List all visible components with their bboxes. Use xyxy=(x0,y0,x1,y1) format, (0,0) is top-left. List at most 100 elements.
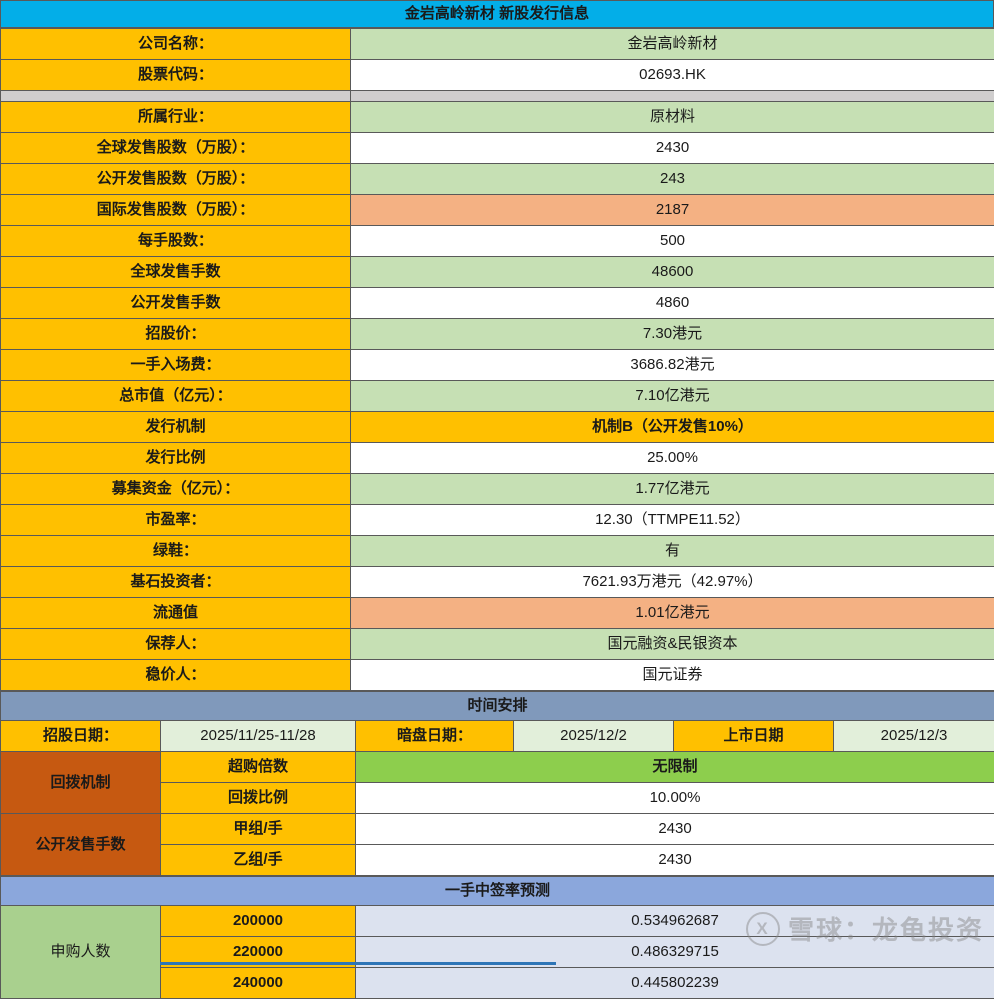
schedule-header: 时间安排 xyxy=(1,692,994,721)
info-row: 发行机制机制B（公开发售10%） xyxy=(1,412,994,443)
info-row-value: 7.10亿港元 xyxy=(351,381,994,412)
group-a-label: 甲组/手 xyxy=(161,814,356,845)
row-spacer xyxy=(1,91,994,102)
info-row-value: 500 xyxy=(351,226,994,257)
ipo-info-table: 公司名称：金岩高岭新材股票代码：02693.HK 所属行业：原材料全球发售股数（万… xyxy=(0,28,994,691)
listing-date-label: 上市日期 xyxy=(674,721,834,752)
info-row-value: 243 xyxy=(351,164,994,195)
info-row: 总市值（亿元）：7.10亿港元 xyxy=(1,381,994,412)
info-row-value: 48600 xyxy=(351,257,994,288)
applicants-count: 240000 xyxy=(161,968,356,999)
offer-period-label: 招股日期： xyxy=(1,721,161,752)
ipo-info-sheet: 金岩高岭新材 新股发行信息 公司名称：金岩高岭新材股票代码：02693.HK 所属… xyxy=(0,0,994,965)
info-row-value: 25.00% xyxy=(351,443,994,474)
info-row-value: 12.30（TTMPE11.52） xyxy=(351,505,994,536)
info-row-label: 一手入场费： xyxy=(1,350,351,381)
schedule-dates-row: 招股日期： 2025/11/25-11/28 暗盘日期： 2025/12/2 上… xyxy=(1,721,994,752)
info-row-value: 2430 xyxy=(351,133,994,164)
info-row-label: 公开发售股数（万股）： xyxy=(1,164,351,195)
clawback-row-1: 回拨机制 超购倍数 无限制 xyxy=(1,752,994,783)
group-b-label: 乙组/手 xyxy=(161,845,356,876)
info-row-label: 稳价人： xyxy=(1,660,351,691)
info-row-label: 公司名称： xyxy=(1,29,351,60)
info-row-label: 市盈率： xyxy=(1,505,351,536)
info-row-label: 发行机制 xyxy=(1,412,351,443)
info-row: 一手入场费：3686.82港元 xyxy=(1,350,994,381)
applicants-count: 200000 xyxy=(161,906,356,937)
info-row-label: 全球发售手数 xyxy=(1,257,351,288)
oversubscription-label: 超购倍数 xyxy=(161,752,356,783)
info-row-label: 全球发售股数（万股）： xyxy=(1,133,351,164)
info-row-label: 国际发售股数（万股）： xyxy=(1,195,351,226)
info-row: 基石投资者：7621.93万港元（42.97%） xyxy=(1,567,994,598)
info-row-label: 募集资金（亿元）： xyxy=(1,474,351,505)
grey-market-date-label: 暗盘日期： xyxy=(356,721,514,752)
group-a-value: 2430 xyxy=(356,814,994,845)
info-row-label: 公开发售手数 xyxy=(1,288,351,319)
info-row: 全球发售股数（万股）：2430 xyxy=(1,133,994,164)
info-row: 所属行业：原材料 xyxy=(1,102,994,133)
info-row-value: 1.77亿港元 xyxy=(351,474,994,505)
info-row-value: 3686.82港元 xyxy=(351,350,994,381)
info-row-label: 基石投资者： xyxy=(1,567,351,598)
hit-rate-value: 0.445802239 xyxy=(356,968,994,999)
clawback-group-label: 回拨机制 xyxy=(1,752,161,814)
info-row: 招股价：7.30港元 xyxy=(1,319,994,350)
info-row: 股票代码：02693.HK xyxy=(1,60,994,91)
info-row-value: 4860 xyxy=(351,288,994,319)
public-lots-group-label: 公开发售手数 xyxy=(1,814,161,876)
offer-period-value: 2025/11/25-11/28 xyxy=(161,721,356,752)
info-row-label: 发行比例 xyxy=(1,443,351,474)
clawback-ratio-value: 10.00% xyxy=(356,783,994,814)
info-row: 公司名称：金岩高岭新材 xyxy=(1,29,994,60)
title-row: 金岩高岭新材 新股发行信息 xyxy=(1,1,994,28)
info-row-label: 股票代码： xyxy=(1,60,351,91)
hit-rate-header: 一手中签率预测 xyxy=(1,877,994,906)
info-row-value: 机制B（公开发售10%） xyxy=(351,412,994,443)
info-row: 保荐人：国元融资&民银资本 xyxy=(1,629,994,660)
info-row: 稳价人：国元证券 xyxy=(1,660,994,691)
oversubscription-value: 无限制 xyxy=(356,752,994,783)
hit-rate-value: 0.534962687 xyxy=(356,906,994,937)
info-row-label: 流通值 xyxy=(1,598,351,629)
info-row-label: 每手股数： xyxy=(1,226,351,257)
info-row: 市盈率：12.30（TTMPE11.52） xyxy=(1,505,994,536)
info-row-value: 7.30港元 xyxy=(351,319,994,350)
info-row: 每手股数：500 xyxy=(1,226,994,257)
info-row-label: 保荐人： xyxy=(1,629,351,660)
applicants-group-label: 申购人数 xyxy=(1,906,161,999)
page-title: 金岩高岭新材 新股发行信息 xyxy=(1,1,994,28)
grey-market-date-value: 2025/12/2 xyxy=(514,721,674,752)
info-row-value: 国元证券 xyxy=(351,660,994,691)
row-spacer-right xyxy=(351,91,994,102)
hit-rate-header-row: 一手中签率预测 xyxy=(1,877,994,906)
info-row-value: 原材料 xyxy=(351,102,994,133)
row-spacer-left xyxy=(1,91,351,102)
info-row-value: 国元融资&民银资本 xyxy=(351,629,994,660)
info-row-value: 2187 xyxy=(351,195,994,226)
group-b-value: 2430 xyxy=(356,845,994,876)
info-row: 公开发售股数（万股）：243 xyxy=(1,164,994,195)
clawback-ratio-label: 回拨比例 xyxy=(161,783,356,814)
info-row-value: 7621.93万港元（42.97%） xyxy=(351,567,994,598)
info-row-label: 绿鞋： xyxy=(1,536,351,567)
info-row-label: 总市值（亿元）： xyxy=(1,381,351,412)
info-row: 国际发售股数（万股）：2187 xyxy=(1,195,994,226)
schedule-table: 时间安排 招股日期： 2025/11/25-11/28 暗盘日期： 2025/1… xyxy=(0,691,994,876)
info-row-value: 有 xyxy=(351,536,994,567)
info-row-label: 招股价： xyxy=(1,319,351,350)
info-row: 募集资金（亿元）：1.77亿港元 xyxy=(1,474,994,505)
schedule-header-row: 时间安排 xyxy=(1,692,994,721)
listing-date-value: 2025/12/3 xyxy=(834,721,994,752)
info-row: 绿鞋：有 xyxy=(1,536,994,567)
title-table: 金岩高岭新材 新股发行信息 xyxy=(0,0,994,28)
info-row-value: 金岩高岭新材 xyxy=(351,29,994,60)
info-row-value: 1.01亿港元 xyxy=(351,598,994,629)
info-row-value: 02693.HK xyxy=(351,60,994,91)
